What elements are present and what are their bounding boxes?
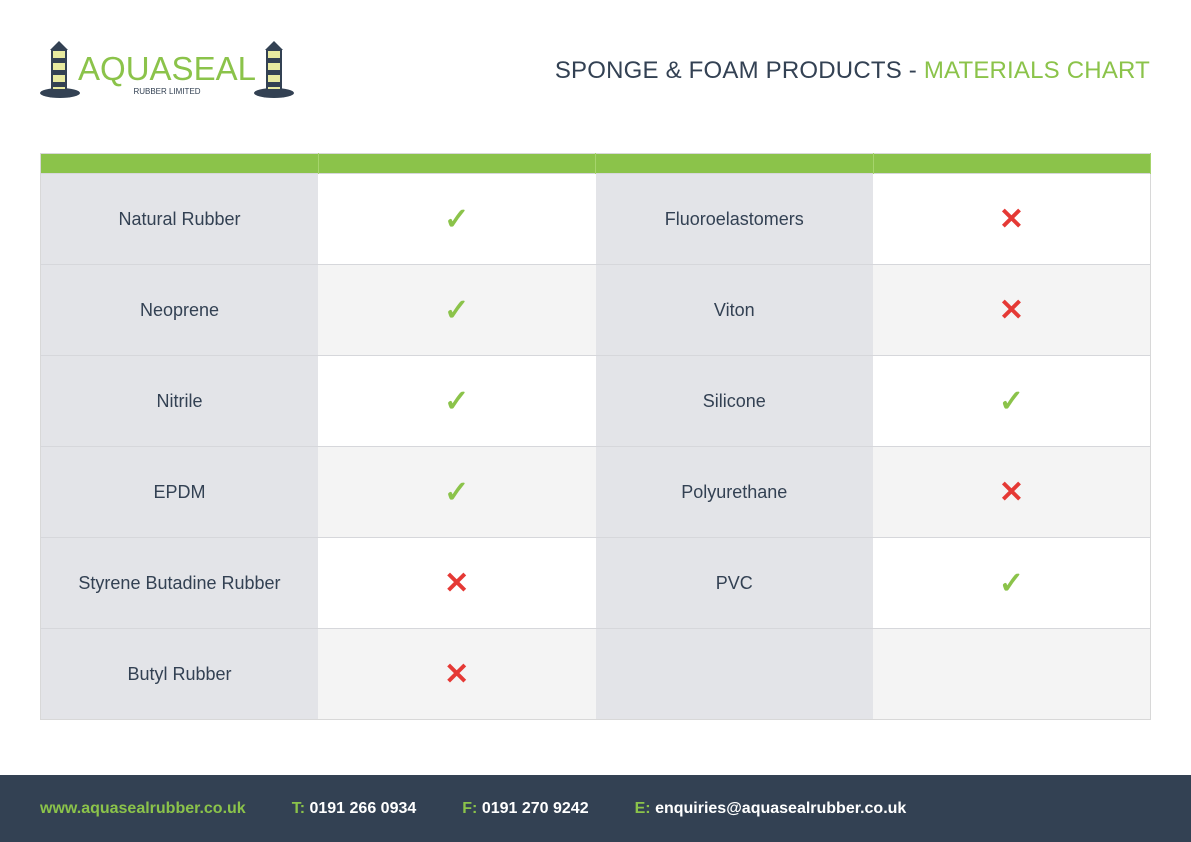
lighthouse-icon [40, 41, 80, 98]
suitability-cell: ✕ [873, 173, 1151, 265]
check-icon: ✓ [444, 293, 470, 327]
check-icon: ✓ [444, 384, 470, 418]
suitability-cell: ✕ [318, 628, 596, 720]
check-icon: ✓ [998, 384, 1025, 418]
cross-icon: ✕ [444, 657, 470, 691]
check-icon: ✓ [444, 202, 470, 236]
email-link[interactable]: enquiries@aquasealrubber.co.uk [655, 799, 907, 817]
material-name: Natural Rubber [40, 173, 318, 265]
cross-icon: ✕ [998, 202, 1025, 236]
website-link[interactable]: www.aquasealrubber.co.uk [40, 799, 246, 817]
suitability-cell: ✓ [318, 446, 596, 538]
material-name: Fluoroelastomers [595, 173, 873, 265]
table-row: Nitrile ✓ Silicone ✓ [40, 355, 1151, 447]
table-row: Butyl Rubber ✕ [40, 628, 1151, 720]
telephone: T: 0191 266 0934 [291, 799, 417, 817]
suitability-cell: ✕ [873, 446, 1151, 538]
suitability-cell: ✕ [873, 264, 1151, 356]
suitability-cell: ✓ [873, 537, 1151, 629]
svg-text:AQUASEAL: AQUASEAL [78, 50, 256, 87]
suitability-cell: ✕ [318, 537, 596, 629]
check-icon: ✓ [998, 566, 1025, 600]
material-name [595, 628, 873, 720]
table-row: Natural Rubber ✓ Fluoroelastomers ✕ [40, 173, 1151, 265]
materials-table: Natural Rubber ✓ Fluoroelastomers ✕ Neoprene… [40, 153, 1151, 720]
suitability-cell [873, 628, 1151, 720]
footer: www.aquasealrubber.co.uk T: 0191 266 093… [0, 775, 1191, 842]
material-name: Neoprene [40, 264, 318, 356]
cross-icon: ✕ [998, 293, 1025, 327]
table-row: Styrene Butadine Rubber ✕ PVC ✓ [40, 537, 1151, 629]
lighthouse-icon [254, 41, 294, 98]
fax: F: 0191 270 9242 [462, 799, 589, 817]
material-name: Styrene Butadine Rubber [40, 537, 318, 629]
svg-text:RUBBER LIMITED: RUBBER LIMITED [133, 87, 200, 96]
material-name: Silicone [595, 355, 873, 447]
material-name: Butyl Rubber [40, 628, 318, 720]
material-name: PVC [595, 537, 873, 629]
material-name: Polyurethane [595, 446, 873, 538]
suitability-cell: ✓ [318, 264, 596, 356]
table-row: Neoprene ✓ Viton ✕ [40, 264, 1151, 356]
check-icon: ✓ [444, 475, 470, 509]
suitability-cell: ✓ [873, 355, 1151, 447]
material-name: Viton [595, 264, 873, 356]
table-header [40, 153, 1151, 174]
page-title: SPONGE & FOAM PRODUCTS - MATERIALS CHART [554, 57, 1150, 84]
email: E: enquiries@aquasealrubber.co.uk [634, 799, 907, 817]
aquaseal-logo: AQUASEAL RUBBER LIMITED [38, 38, 296, 100]
cross-icon: ✕ [444, 566, 470, 600]
material-name: EPDM [40, 446, 318, 538]
material-name: Nitrile [40, 355, 318, 447]
cross-icon: ✕ [998, 475, 1025, 509]
table-row: EPDM ✓ Polyurethane ✕ [40, 446, 1151, 538]
suitability-cell: ✓ [318, 355, 596, 447]
suitability-cell: ✓ [318, 173, 596, 265]
